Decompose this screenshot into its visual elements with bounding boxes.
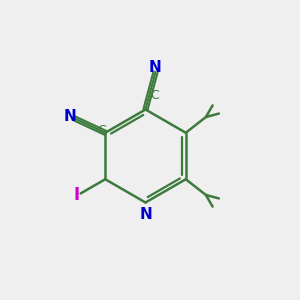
Text: I: I xyxy=(74,186,80,204)
Text: N: N xyxy=(63,109,76,124)
Text: N: N xyxy=(148,59,161,74)
Text: C: C xyxy=(150,88,159,101)
Text: N: N xyxy=(140,207,153,222)
Text: C: C xyxy=(97,124,106,137)
